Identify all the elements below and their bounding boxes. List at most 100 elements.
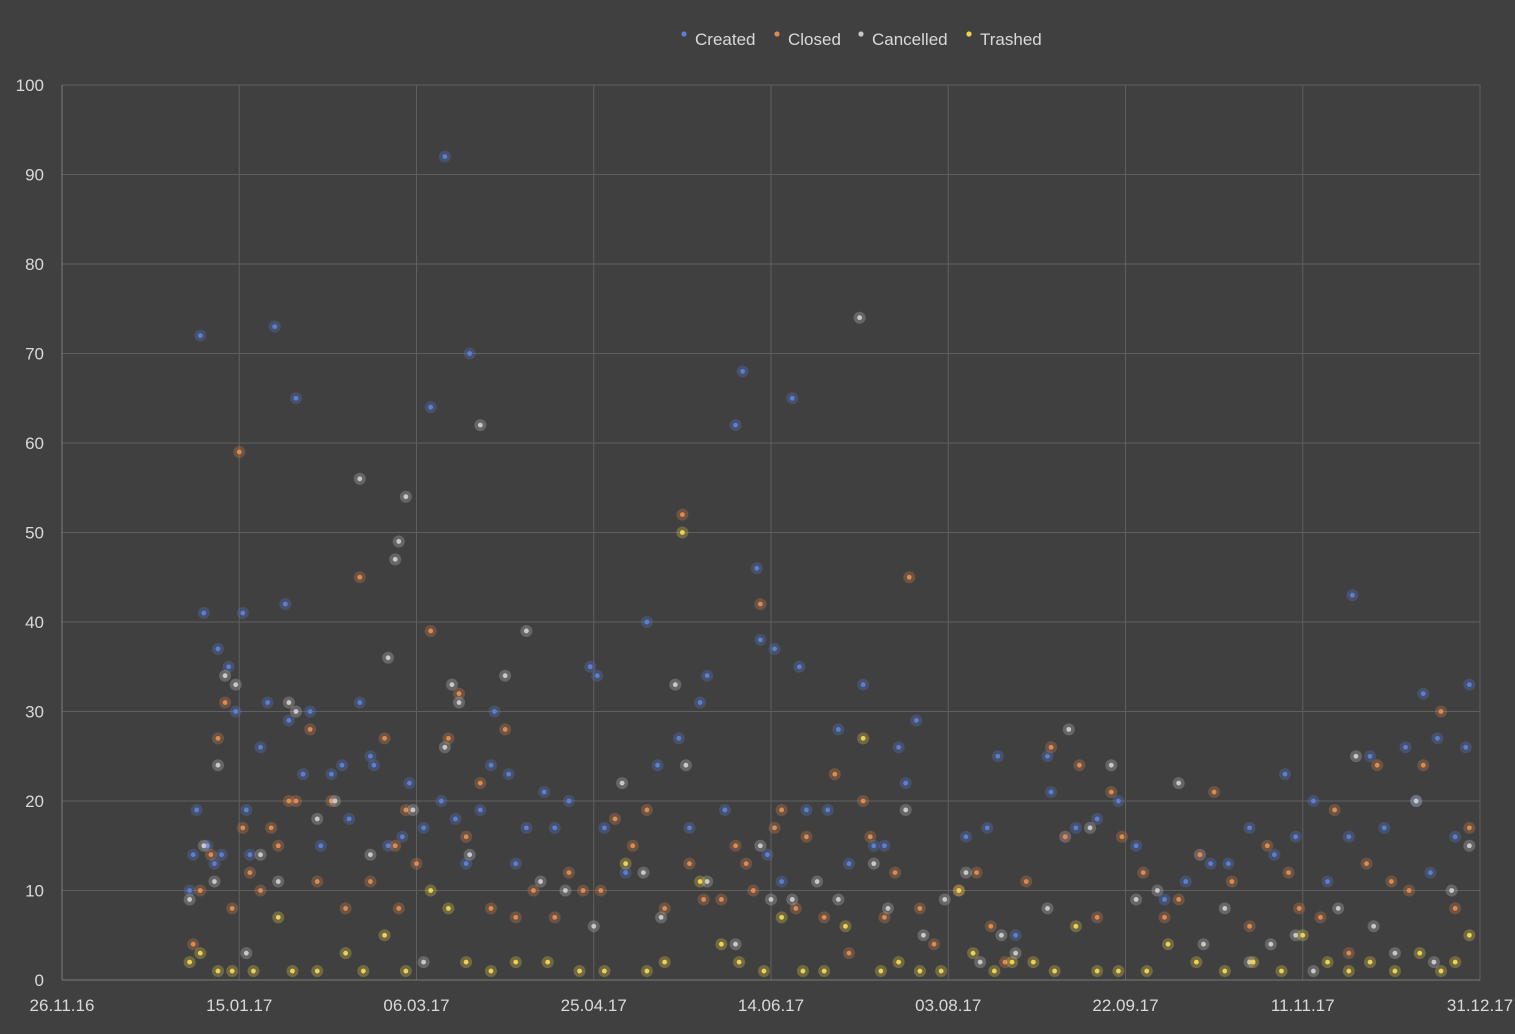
data-point	[382, 735, 387, 741]
data-point	[1286, 870, 1291, 875]
data-point	[446, 735, 451, 741]
data-point	[882, 914, 887, 920]
data-point	[314, 968, 320, 974]
data-point	[913, 718, 919, 723]
data-point	[1325, 959, 1330, 965]
data-point	[1346, 950, 1352, 956]
data-point	[1048, 744, 1054, 750]
data-point	[403, 968, 409, 974]
data-point	[896, 959, 902, 965]
data-point	[204, 843, 210, 849]
data-point	[1264, 843, 1270, 849]
data-point	[215, 646, 221, 652]
legend-label: Created	[695, 30, 755, 49]
y-tick-label: 50	[25, 524, 44, 543]
data-point	[502, 673, 508, 679]
data-point	[835, 727, 841, 732]
data-point	[736, 959, 742, 965]
legend-marker	[858, 31, 864, 37]
data-point	[743, 861, 749, 867]
x-axis: 26.11.16 15.01.17 06.03.17 25.04.17 14.06.17…	[30, 996, 1514, 1015]
data-point	[368, 852, 373, 858]
legend-marker	[774, 31, 780, 37]
y-tick-label: 20	[25, 792, 44, 811]
data-point	[1013, 932, 1019, 938]
data-point	[846, 861, 852, 867]
data-point	[1388, 879, 1394, 884]
data-point	[407, 780, 412, 786]
data-point	[757, 637, 763, 643]
data-point	[662, 959, 668, 965]
x-tick-label: 26.11.16	[30, 996, 95, 1015]
data-point	[1310, 798, 1316, 804]
data-point	[265, 700, 271, 705]
data-point	[1403, 744, 1408, 750]
data-point	[1346, 968, 1352, 974]
data-point	[414, 861, 419, 867]
data-point	[733, 941, 738, 947]
data-point	[1371, 923, 1377, 929]
data-point	[835, 897, 841, 902]
data-point	[1108, 762, 1114, 768]
data-point	[446, 906, 451, 911]
data-point	[679, 512, 685, 517]
data-point	[1045, 753, 1050, 759]
data-point	[860, 798, 866, 804]
data-point	[885, 906, 891, 911]
data-point	[963, 834, 969, 840]
data-point	[293, 709, 299, 714]
data-point	[658, 914, 664, 920]
data-point	[1176, 780, 1182, 786]
data-point	[428, 888, 434, 893]
y-tick-label: 100	[16, 76, 44, 95]
data-point	[318, 843, 324, 849]
y-tick-label: 70	[25, 345, 44, 364]
data-point	[591, 923, 597, 929]
data-point	[403, 494, 409, 500]
data-point	[456, 700, 462, 705]
data-point	[187, 959, 193, 965]
data-point	[789, 395, 795, 401]
x-tick-label: 15.01.17	[206, 996, 272, 1015]
data-point	[346, 816, 352, 822]
data-point	[1293, 834, 1299, 840]
data-point	[463, 834, 469, 840]
x-tick-label: 22.09.17	[1092, 996, 1158, 1015]
data-point	[339, 762, 345, 768]
data-point	[896, 744, 902, 750]
series-trashed	[183, 526, 1476, 978]
data-point	[1247, 825, 1252, 831]
data-point	[1367, 753, 1373, 759]
data-point	[931, 941, 937, 947]
data-point	[275, 914, 281, 920]
data-point	[974, 870, 980, 875]
data-point	[215, 968, 221, 974]
data-point	[197, 333, 203, 338]
data-point	[477, 780, 483, 786]
data-point	[1052, 968, 1057, 974]
y-tick-label: 0	[35, 971, 44, 990]
data-point	[1279, 968, 1284, 974]
data-point	[215, 762, 221, 768]
data-point	[343, 950, 348, 956]
data-point	[1438, 709, 1444, 714]
data-point	[1268, 941, 1274, 947]
data-point	[1087, 825, 1093, 831]
data-point	[357, 476, 363, 482]
data-point	[1222, 968, 1228, 974]
data-point	[282, 601, 288, 607]
data-point	[757, 843, 763, 849]
y-tick-label: 80	[25, 255, 44, 274]
data-point	[1335, 906, 1341, 911]
y-axis: 0 10 20 30 40 50 60 70 80 90 100	[16, 76, 44, 990]
data-point	[187, 897, 193, 902]
data-point	[314, 816, 320, 822]
data-point	[357, 574, 363, 580]
data-point	[222, 700, 228, 705]
data-point	[293, 798, 299, 804]
data-point	[1452, 959, 1458, 965]
data-point	[286, 798, 292, 804]
data-point	[251, 968, 256, 974]
data-point	[1247, 959, 1252, 965]
data-point	[545, 959, 551, 965]
